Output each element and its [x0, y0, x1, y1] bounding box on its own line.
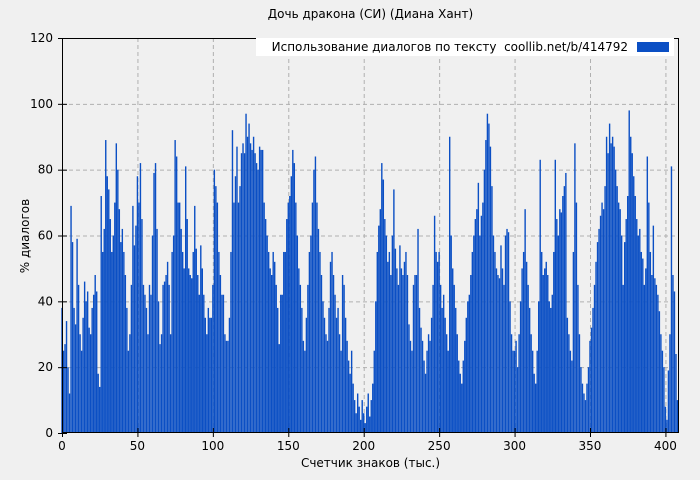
x-tick-label: 100 [201, 439, 224, 453]
tick-marks [58, 38, 667, 437]
y-tick-label: 20 [38, 360, 53, 374]
x-tick-label: 250 [428, 439, 451, 453]
chart-title: Дочь дракона (СИ) (Диана Хант) [267, 7, 474, 21]
x-tick-label: 50 [130, 439, 145, 453]
y-tick-label: 100 [30, 97, 53, 111]
legend-swatch-icon [637, 42, 669, 52]
y-tick-label: 120 [30, 31, 53, 45]
y-axis-label: % диалогов [18, 198, 32, 274]
y-tick-label: 60 [38, 229, 53, 243]
bars-series [61, 110, 679, 434]
x-tick-label: 0 [58, 439, 66, 453]
tick-labels: 0 50 100 150 200 250 300 350 400 0 20 40 60 80 100 120 [30, 31, 677, 453]
y-tick-label: 0 [45, 426, 53, 440]
y-tick-label: 80 [38, 163, 53, 177]
x-axis-label: Счетчик знаков (тыс.) [300, 456, 441, 470]
legend: Использование диалогов по тексту coollib… [255, 38, 674, 56]
y-tick-label: 40 [38, 294, 53, 308]
x-tick-label: 200 [352, 439, 375, 453]
x-tick-label: 400 [654, 439, 677, 453]
x-tick-label: 350 [579, 439, 602, 453]
x-tick-label: 300 [503, 439, 526, 453]
legend-label: Использование диалогов по тексту coollib… [271, 40, 628, 54]
x-tick-label: 150 [277, 439, 300, 453]
